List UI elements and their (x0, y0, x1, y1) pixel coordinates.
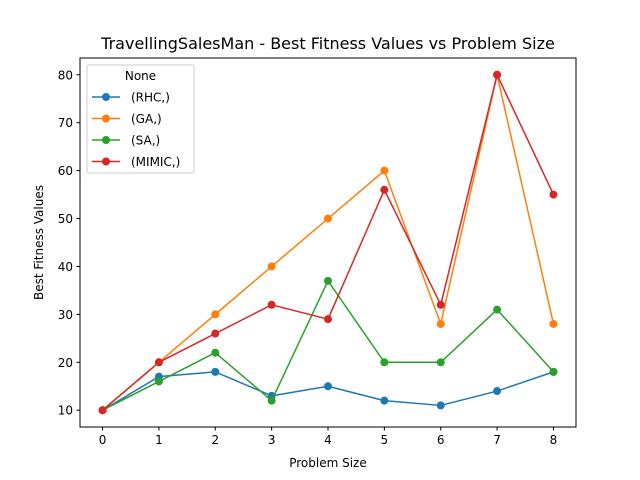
y-axis-label: Best Fitness Values (32, 185, 46, 300)
legend-label: (GA,) (131, 112, 162, 126)
data-point (98, 406, 107, 415)
data-point (380, 185, 389, 194)
data-point (549, 319, 558, 328)
legend-title: None (125, 69, 156, 83)
data-point (380, 358, 389, 367)
legend-marker (102, 93, 110, 101)
x-tick-label: 5 (381, 433, 389, 447)
y-tick-label: 10 (58, 404, 73, 418)
data-point (267, 396, 276, 405)
x-tick-label: 7 (493, 433, 501, 447)
data-point (324, 382, 332, 391)
y-tick-label: 60 (58, 164, 73, 178)
legend-entry: (SA,) (92, 134, 160, 148)
data-point (493, 387, 502, 396)
data-point (436, 319, 445, 328)
series-lines (98, 70, 558, 415)
data-point (211, 310, 220, 319)
data-point (436, 401, 445, 410)
y-tick-label: 30 (58, 308, 73, 322)
y-tick-label: 80 (58, 68, 73, 82)
legend-marker (102, 136, 110, 144)
y-tick-label: 70 (58, 116, 73, 130)
data-point (380, 166, 389, 175)
data-point (493, 305, 502, 314)
data-point (154, 377, 163, 386)
axis-ticks: 0 1 2 3 4 5 6 7 8 10 20 30 40 50 60 70 80 (58, 68, 558, 447)
x-tick-label: 6 (437, 433, 445, 447)
legend: None (RHC,) (GA,) (SA,) (MIMIC,) (86, 64, 195, 174)
legend-entry: (GA,) (92, 112, 162, 126)
legend-marker (102, 157, 110, 166)
x-tick-label: 8 (550, 433, 558, 447)
data-point (549, 190, 558, 199)
x-tick-label: 1 (155, 433, 163, 447)
y-tick-label: 20 (58, 356, 73, 370)
data-point (493, 70, 502, 79)
legend-label: (RHC,) (131, 91, 170, 105)
data-point (324, 214, 332, 223)
y-tick-label: 40 (58, 260, 73, 274)
x-tick-label: 0 (99, 433, 107, 447)
y-tick-label: 50 (58, 212, 73, 226)
x-tick-label: 2 (211, 433, 219, 447)
data-point (154, 358, 163, 367)
x-tick-label: 3 (268, 433, 276, 447)
legend-entry: (MIMIC,) (92, 155, 180, 169)
x-axis-label: Problem Size (289, 456, 367, 470)
data-point (380, 396, 389, 405)
chart-title: TravellingSalesMan - Best Fitness Values… (100, 34, 555, 53)
data-point (549, 367, 558, 376)
data-point (211, 329, 220, 338)
data-point (211, 348, 220, 357)
data-point (436, 358, 445, 367)
legend-marker (102, 114, 110, 123)
plot-area-frame (79, 57, 577, 428)
series-3 (98, 70, 558, 415)
data-point (324, 315, 332, 324)
data-point (267, 262, 276, 271)
legend-entry: (RHC,) (92, 91, 170, 105)
legend-label: (MIMIC,) (131, 155, 180, 169)
data-point (267, 300, 276, 309)
data-point (211, 367, 220, 376)
x-tick-label: 4 (324, 433, 332, 447)
data-point (324, 276, 332, 285)
legend-box (86, 64, 195, 174)
legend-label: (SA,) (131, 134, 160, 148)
data-point (436, 300, 445, 309)
